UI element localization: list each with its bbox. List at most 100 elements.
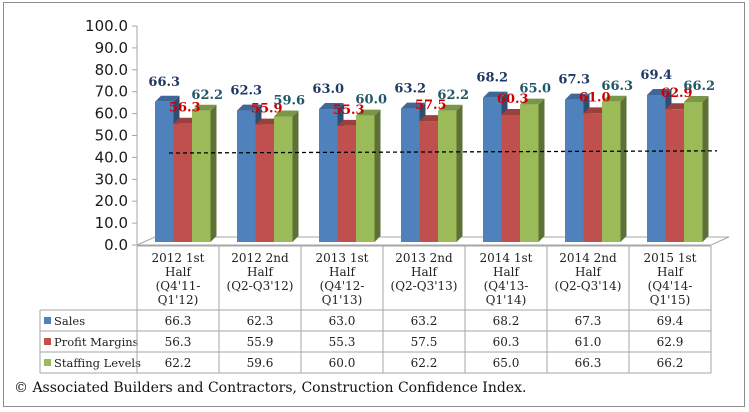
table-cell: 66.2 bbox=[657, 356, 684, 370]
category-label: Q1'14) bbox=[486, 293, 527, 307]
data-label: 55.9 bbox=[251, 102, 283, 117]
y-tick-label: 10.0 bbox=[95, 214, 128, 232]
table-cell: 56.3 bbox=[165, 335, 192, 349]
bar-sales bbox=[155, 101, 174, 242]
bar-sales bbox=[237, 110, 256, 242]
bar-top bbox=[419, 115, 444, 122]
bar-staffing-levels bbox=[438, 110, 457, 242]
category-label: 2015 1st bbox=[644, 251, 697, 265]
data-label: 55.3 bbox=[333, 103, 365, 118]
bar-profit-margins bbox=[337, 125, 356, 242]
table-cell: 62.2 bbox=[165, 356, 192, 370]
category-label: Half bbox=[329, 265, 356, 279]
bar-sales bbox=[483, 97, 502, 242]
bar-profit-margins bbox=[583, 113, 602, 242]
category-label: Half bbox=[247, 265, 274, 279]
category-label: 2014 1st bbox=[480, 251, 533, 265]
bar-staffing-levels bbox=[602, 101, 621, 242]
y-tick-label: 60.0 bbox=[95, 105, 128, 123]
data-label: 61.0 bbox=[579, 90, 611, 105]
bar-profit-margins bbox=[501, 114, 520, 242]
bar-profit-margins bbox=[255, 124, 274, 242]
bar-top bbox=[192, 104, 217, 111]
table-cell: 63.0 bbox=[329, 314, 356, 328]
y-tick-label: 90.0 bbox=[95, 39, 128, 57]
category-label: 2014 2nd bbox=[559, 251, 617, 265]
bar-staffing-levels bbox=[520, 104, 539, 243]
data-label: 67.3 bbox=[558, 73, 590, 88]
table-cell: 66.3 bbox=[165, 314, 192, 328]
y-tick-label: 70.0 bbox=[95, 83, 128, 101]
data-label: 62.2 bbox=[191, 88, 223, 103]
bar-profit-margins bbox=[173, 123, 192, 242]
data-label: 62.3 bbox=[230, 84, 262, 99]
table-cell: 57.5 bbox=[411, 335, 438, 349]
legend-key-profit-margins bbox=[44, 338, 51, 345]
category-label: Half bbox=[165, 265, 192, 279]
bar-profit-margins bbox=[419, 121, 438, 242]
table-cell: 55.9 bbox=[247, 335, 274, 349]
y-tick-label: 40.0 bbox=[95, 148, 128, 166]
data-label: 60.0 bbox=[355, 93, 387, 108]
table-cell: 68.2 bbox=[493, 314, 520, 328]
bar-sales bbox=[565, 99, 584, 242]
data-label: 68.2 bbox=[476, 71, 508, 86]
bar-top bbox=[520, 98, 545, 105]
table-cell: 63.2 bbox=[411, 314, 438, 328]
bar-top bbox=[438, 104, 463, 111]
bar-top bbox=[274, 110, 299, 117]
bar-top bbox=[173, 117, 198, 124]
table-cell: 55.3 bbox=[329, 335, 356, 349]
bar-top bbox=[565, 93, 590, 100]
data-label: 66.2 bbox=[683, 79, 715, 94]
data-label: 56.3 bbox=[169, 101, 201, 116]
bar-top bbox=[356, 109, 381, 116]
category-label: (Q4'11- bbox=[156, 279, 201, 293]
category-label: 2013 1st bbox=[316, 251, 369, 265]
y-tick-label: 50.0 bbox=[95, 127, 128, 145]
trendline bbox=[168, 150, 718, 154]
category-label: 2012 1st bbox=[152, 251, 205, 265]
data-label: 63.2 bbox=[394, 82, 426, 97]
category-label: (Q2-Q3'14) bbox=[555, 279, 622, 293]
category-label: Q1'15) bbox=[650, 293, 691, 307]
category-label: (Q2-Q3'12) bbox=[227, 279, 294, 293]
data-label: 65.0 bbox=[519, 82, 551, 97]
bar-top bbox=[337, 119, 362, 126]
legend-label: Staffing Levels bbox=[54, 356, 141, 370]
bar-top bbox=[401, 102, 426, 109]
bar-top bbox=[583, 107, 608, 114]
table-cell: 62.3 bbox=[247, 314, 274, 328]
bar-staffing-levels bbox=[356, 115, 375, 242]
y-tick-label: 80.0 bbox=[95, 61, 128, 79]
bar-top bbox=[501, 108, 526, 115]
category-label: (Q4'12- bbox=[320, 279, 365, 293]
y-tick-label: 20.0 bbox=[95, 192, 128, 210]
data-label: 69.4 bbox=[640, 68, 672, 83]
table-cell: 67.3 bbox=[575, 314, 602, 328]
bar-staffing-levels bbox=[192, 110, 211, 242]
bar-side bbox=[702, 96, 709, 242]
bar-top bbox=[237, 104, 262, 111]
bar-side bbox=[538, 98, 545, 243]
table-cell: 66.3 bbox=[575, 356, 602, 370]
bar-sales bbox=[319, 109, 338, 242]
bar-top bbox=[665, 103, 690, 110]
bar-top bbox=[647, 89, 672, 96]
category-label: Half bbox=[493, 265, 520, 279]
bar-sales bbox=[647, 95, 666, 242]
bar-side bbox=[620, 95, 627, 242]
bar-staffing-levels bbox=[274, 116, 293, 242]
data-label: 62.9 bbox=[661, 86, 693, 101]
category-label: Q1'12) bbox=[158, 293, 199, 307]
table-cell: 62.2 bbox=[411, 356, 438, 370]
legend-label: Profit Margins bbox=[54, 335, 139, 349]
category-label: Half bbox=[575, 265, 602, 279]
data-label: 59.6 bbox=[273, 93, 305, 108]
table-cell: 62.9 bbox=[657, 335, 684, 349]
table-cell: 61.0 bbox=[575, 335, 602, 349]
category-label: (Q2-Q3'13) bbox=[391, 279, 458, 293]
data-label: 66.3 bbox=[148, 75, 180, 90]
bar-sales bbox=[401, 108, 420, 242]
